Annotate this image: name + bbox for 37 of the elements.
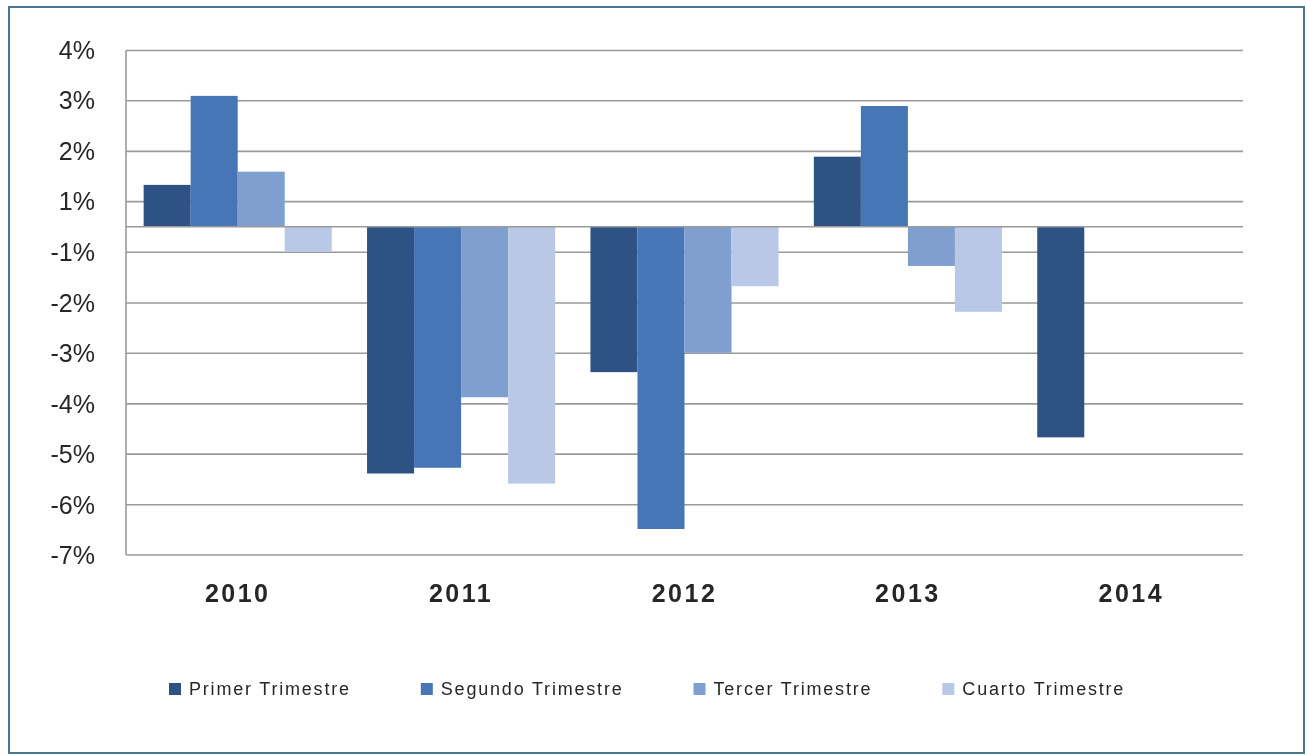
bar	[731, 226, 779, 287]
bar	[508, 226, 556, 484]
bar	[461, 226, 509, 398]
y-tick-label: -7%	[50, 540, 95, 569]
bar	[367, 226, 415, 474]
x-tick-label: 2010	[204, 578, 271, 607]
bar	[190, 95, 238, 227]
y-tick-label: -2%	[50, 288, 95, 317]
x-tick-label: 2013	[875, 578, 941, 607]
y-tick-label: 1%	[58, 187, 95, 216]
legend-label: Primer Trimestre	[189, 679, 351, 700]
y-tick-label: -3%	[50, 338, 95, 367]
bar	[414, 226, 462, 468]
bar	[590, 226, 638, 373]
bar	[1037, 226, 1085, 438]
bar	[813, 156, 861, 227]
x-tick-label: 2012	[651, 578, 718, 607]
y-tick-label: -6%	[50, 490, 95, 519]
y-tick-label: -5%	[50, 439, 95, 468]
y-tick-label: -4%	[50, 389, 95, 418]
legend-label: Segundo Trimestre	[440, 679, 624, 700]
bar	[637, 226, 685, 529]
bar	[143, 184, 191, 227]
y-tick-label: 2%	[58, 137, 95, 166]
bar	[907, 226, 955, 266]
bar	[237, 171, 285, 227]
bar	[684, 226, 732, 353]
x-tick-label: 2011	[428, 578, 494, 607]
legend-label: Tercer Trimestre	[713, 679, 873, 700]
x-tick-label: 2014	[1098, 578, 1165, 607]
y-tick-label: 3%	[58, 86, 95, 115]
bar	[860, 106, 908, 227]
bar	[284, 226, 332, 252]
bar	[954, 226, 1002, 312]
legend-label: Cuarto Trimestre	[962, 679, 1126, 700]
y-tick-label: -1%	[50, 238, 95, 267]
y-tick-label: 4%	[58, 36, 95, 65]
